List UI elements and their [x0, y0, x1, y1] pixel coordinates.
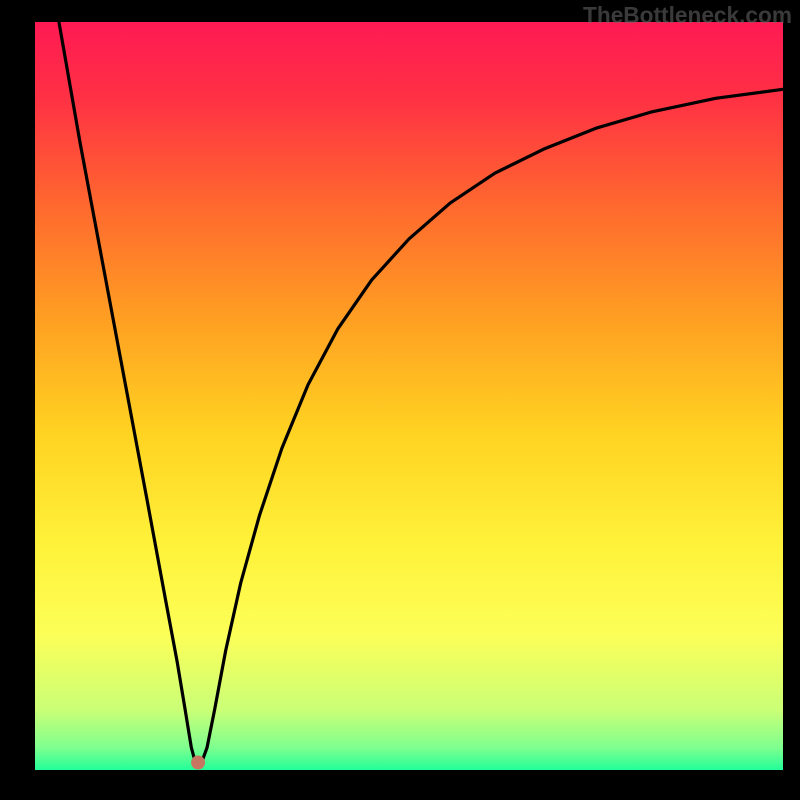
watermark-text: TheBottleneck.com	[583, 2, 792, 29]
optimal-point-marker	[191, 756, 205, 770]
plot-area	[35, 22, 783, 770]
chart-svg	[35, 22, 783, 770]
gradient-background	[35, 22, 783, 770]
chart-container: TheBottleneck.com	[0, 0, 800, 800]
